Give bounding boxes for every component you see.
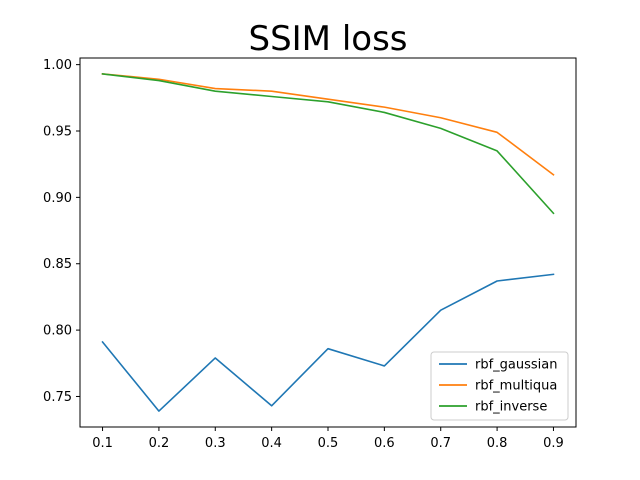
- legend-box: [430, 351, 569, 421]
- x-tick-label: 0.6: [374, 436, 395, 451]
- legend-label-rbf_multiqua: rbf_multiqua: [475, 379, 557, 394]
- series-line-rbf_inverse: [101, 73, 555, 215]
- x-tick-label: 0.8: [487, 436, 508, 451]
- y-tick-label: 0.75: [43, 390, 72, 405]
- x-tick-label: 0.4: [261, 436, 282, 451]
- x-tick-label: 0.3: [205, 436, 226, 451]
- plot-area: [101, 73, 555, 412]
- y-tick-label: 0.85: [43, 257, 72, 272]
- series-line-rbf_multiqua: [101, 73, 555, 176]
- x-tick-label: 0.2: [149, 436, 170, 451]
- legend: rbf_gaussian rbf_multiqua rbf_inverse: [430, 351, 569, 421]
- y-tick-label: 0.90: [43, 191, 72, 206]
- legend-label-rbf_gaussian: rbf_gaussian: [475, 358, 558, 373]
- y-tick-label: 1.00: [43, 58, 72, 73]
- x-tick-label: 0.9: [543, 436, 564, 451]
- x-tick-label: 0.1: [92, 436, 113, 451]
- y-tick-label: 0.95: [43, 125, 72, 140]
- chart-title: SSIM loss: [248, 19, 407, 59]
- legend-label-rbf_inverse: rbf_inverse: [475, 400, 547, 415]
- axes: 0.1 0.2 0.3 0.4 0.5 0.6 0.7 0.8 0.9 0.75 0.80 0.85 0…: [43, 57, 577, 451]
- x-tick-label: 0.7: [430, 436, 451, 451]
- x-tick-label: 0.5: [318, 436, 339, 451]
- y-tick-label: 0.80: [43, 324, 72, 339]
- series-line-rbf_gaussian: [101, 273, 555, 412]
